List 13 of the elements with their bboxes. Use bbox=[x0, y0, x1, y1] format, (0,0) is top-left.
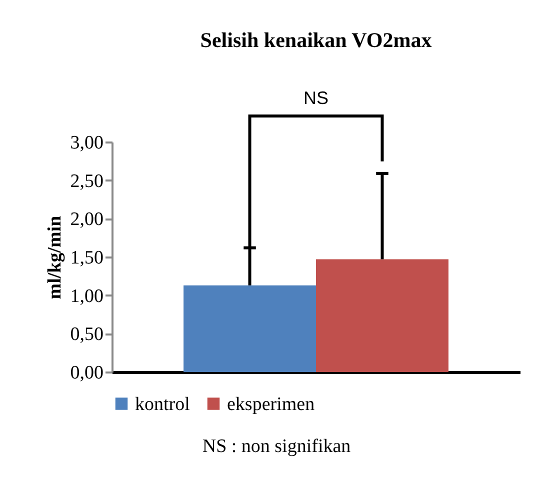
text: NS bbox=[303, 88, 329, 109]
y-tick-label: 1,00 bbox=[70, 286, 104, 307]
y-tick-label: 0,50 bbox=[70, 324, 104, 346]
chart-title: Selisih kenaikan VO2max bbox=[200, 28, 432, 52]
y-tick-label: 1,50 bbox=[70, 248, 104, 268]
legend-label: eksperimen bbox=[227, 394, 316, 415]
legend-label: kontrol bbox=[135, 394, 190, 415]
text: NS : non signifikan bbox=[201, 436, 352, 458]
y-tick-label: 2,00 bbox=[70, 209, 104, 230]
y-tick-label: 3,00 bbox=[70, 132, 104, 154]
y-tick-label: 0,00 bbox=[70, 362, 104, 384]
y-tick-label: 2,50 bbox=[70, 170, 104, 192]
y-axis-title: ml/kg/min bbox=[44, 215, 66, 300]
